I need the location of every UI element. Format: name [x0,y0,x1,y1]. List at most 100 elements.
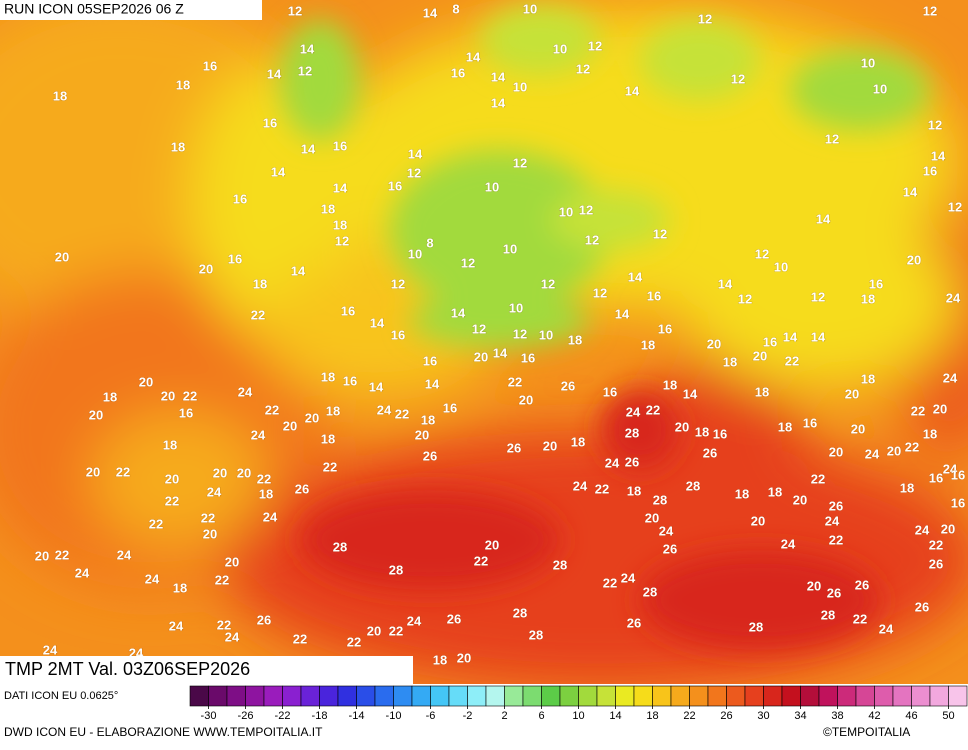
colorbar-swatch [948,685,968,707]
temperature-label: 22 [905,439,919,454]
colorbar-swatch [522,685,542,707]
temperature-label: 10 [559,204,573,219]
temperature-label: 12 [579,202,593,217]
temperature-label: 20 [907,252,921,267]
temperature-label: 16 [951,467,965,482]
temperature-label: 22 [811,471,825,486]
temperature-label: 28 [529,627,543,642]
colorbar-swatch [874,685,894,707]
colorbar-swatch [245,685,265,707]
temperature-label: 16 [388,178,402,193]
temperature-label: 18 [900,480,914,495]
temperature-label: 20 [89,407,103,422]
temperature-label: 14 [811,329,826,344]
colorbar-tick-label: 22 [683,710,695,722]
temperature-label: 18 [861,371,875,386]
temperature-label: 26 [295,481,309,496]
temperature-label: 24 [943,461,958,476]
colorbar-swatch [855,685,875,707]
colorbar-swatch [744,685,764,707]
temperature-label: 26 [855,577,869,592]
temperature-label: 16 [929,470,943,485]
colorbar-swatch [374,685,394,707]
colorbar: -30 -26 -22 -18 -14 -10 -6 -2 2 6 10 14 18 22 26 30 34 38… [189,685,968,722]
temperature-label: 12 [755,246,769,261]
colorbar-swatch [892,685,912,707]
temperature-label: 14 [423,5,438,20]
colorbar-swatch [467,685,487,707]
colorbar-swatch [300,685,320,707]
temperature-label: 28 [333,539,347,554]
temperature-label: 22 [149,516,163,531]
temperature-label: 22 [389,623,403,638]
temperature-label: 14 [425,376,440,391]
temperature-label: 20 [751,513,765,528]
temperature-label: 24 [946,290,961,305]
temperature-label: 22 [215,572,229,587]
colorbar-tick-label: -30 [201,710,217,722]
colorbar-tick-label: -14 [349,710,365,722]
temperature-label: 20 [807,578,821,593]
temperature-label: 14 [369,379,384,394]
temperature-label: 18 [923,426,937,441]
temperature-label: 18 [321,369,335,384]
temperature-label: 14 [370,315,385,330]
colorbar-swatch [559,685,579,707]
temperature-label: 28 [653,492,667,507]
temperature-label: 12 [298,63,312,78]
colorbar-swatch [652,685,672,707]
temperature-label: 24 [251,427,266,442]
temperature-label: 18 [641,337,655,352]
colorbar-swatch [818,685,838,707]
temperature-label: 18 [171,139,185,154]
colorbar-swatch [707,685,727,707]
colorbar-tick-label: 42 [868,710,880,722]
temperature-label: 26 [447,611,461,626]
temperature-label: 28 [749,619,763,634]
temperature-label: 20 [474,349,488,364]
temperature-label: 16 [179,405,193,420]
temperature-label: 16 [803,415,817,430]
temperature-label: 26 [829,498,843,513]
colorbar-swatch [911,685,931,707]
temperature-label: 26 [929,556,943,571]
temperature-label: 12 [585,232,599,247]
temperature-label: 14 [466,49,481,64]
temperature-label: 28 [513,605,527,620]
colorbar-swatch [726,685,746,707]
temperature-label: 22 [265,402,279,417]
colorbar-swatch [781,685,801,707]
temperature-label: 18 [778,419,792,434]
temperature-label: 14 [783,329,798,344]
temperature-label: 24 [865,446,880,461]
temperature-label: 12 [461,255,475,270]
field-box [0,656,413,684]
temperature-label: 20 [199,261,213,276]
copyright-text: ©TEMPOITALIA [823,725,910,739]
colorbar-swatch [282,685,302,707]
temperature-label: 10 [503,241,517,256]
colorbar-tick-label: 18 [646,710,658,722]
temperature-label: 18 [571,434,585,449]
temperature-label: 18 [627,483,641,498]
temperature-label: 26 [257,612,271,627]
temperature-label: 28 [643,584,657,599]
temperature-label: 22 [257,471,271,486]
temperature-label: 20 [485,537,499,552]
temperature-label: 22 [183,388,197,403]
temperature-label: 22 [293,631,307,646]
temperature-label: 20 [519,392,533,407]
temperature-label: 18 [861,291,875,306]
temperature-label: 28 [553,557,567,572]
temperature-label: 24 [915,522,930,537]
temperature-label: 12 [513,326,527,341]
temperature-label: 18 [253,276,267,291]
temperature-label: 24 [879,621,894,636]
colorbar-tick-label: 10 [572,710,584,722]
temperature-label: 14 [491,95,506,110]
temperature-label: 18 [321,201,335,216]
temperature-label: 18 [421,412,435,427]
temperature-label: 18 [321,431,335,446]
